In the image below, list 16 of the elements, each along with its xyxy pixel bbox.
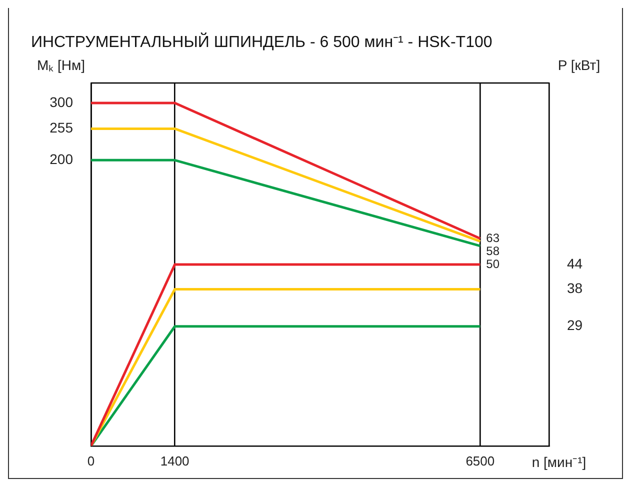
x-tick-label: 1400 (160, 453, 190, 468)
x-tick-label: 0 (87, 453, 95, 468)
y-tick-label: 300 (50, 94, 74, 110)
y-axis-title: Mₖ [Нм] (36, 56, 86, 73)
x-axis-title: n [мин⁻¹] (532, 454, 586, 470)
y2-tick-label: 44 (567, 255, 583, 272)
data-label: 58 (486, 244, 500, 258)
chart-title: ИНСТРУМЕНТАЛЬНЫЙ ШПИНДЕЛЬ - 6 500 мин⁻¹ - HSK-T100 (31, 32, 492, 52)
data-label: 63 (486, 230, 500, 245)
data-label: 50 (486, 256, 500, 271)
y2-tick-label: 29 (567, 317, 583, 334)
y-tick-label: 200 (50, 151, 74, 168)
y-tick-label: 255 (50, 120, 74, 136)
x-tick-label: 6500 (466, 453, 495, 468)
y2-tick-label: 38 (567, 280, 583, 296)
y2-axis-title: P [кВт] (558, 56, 600, 73)
